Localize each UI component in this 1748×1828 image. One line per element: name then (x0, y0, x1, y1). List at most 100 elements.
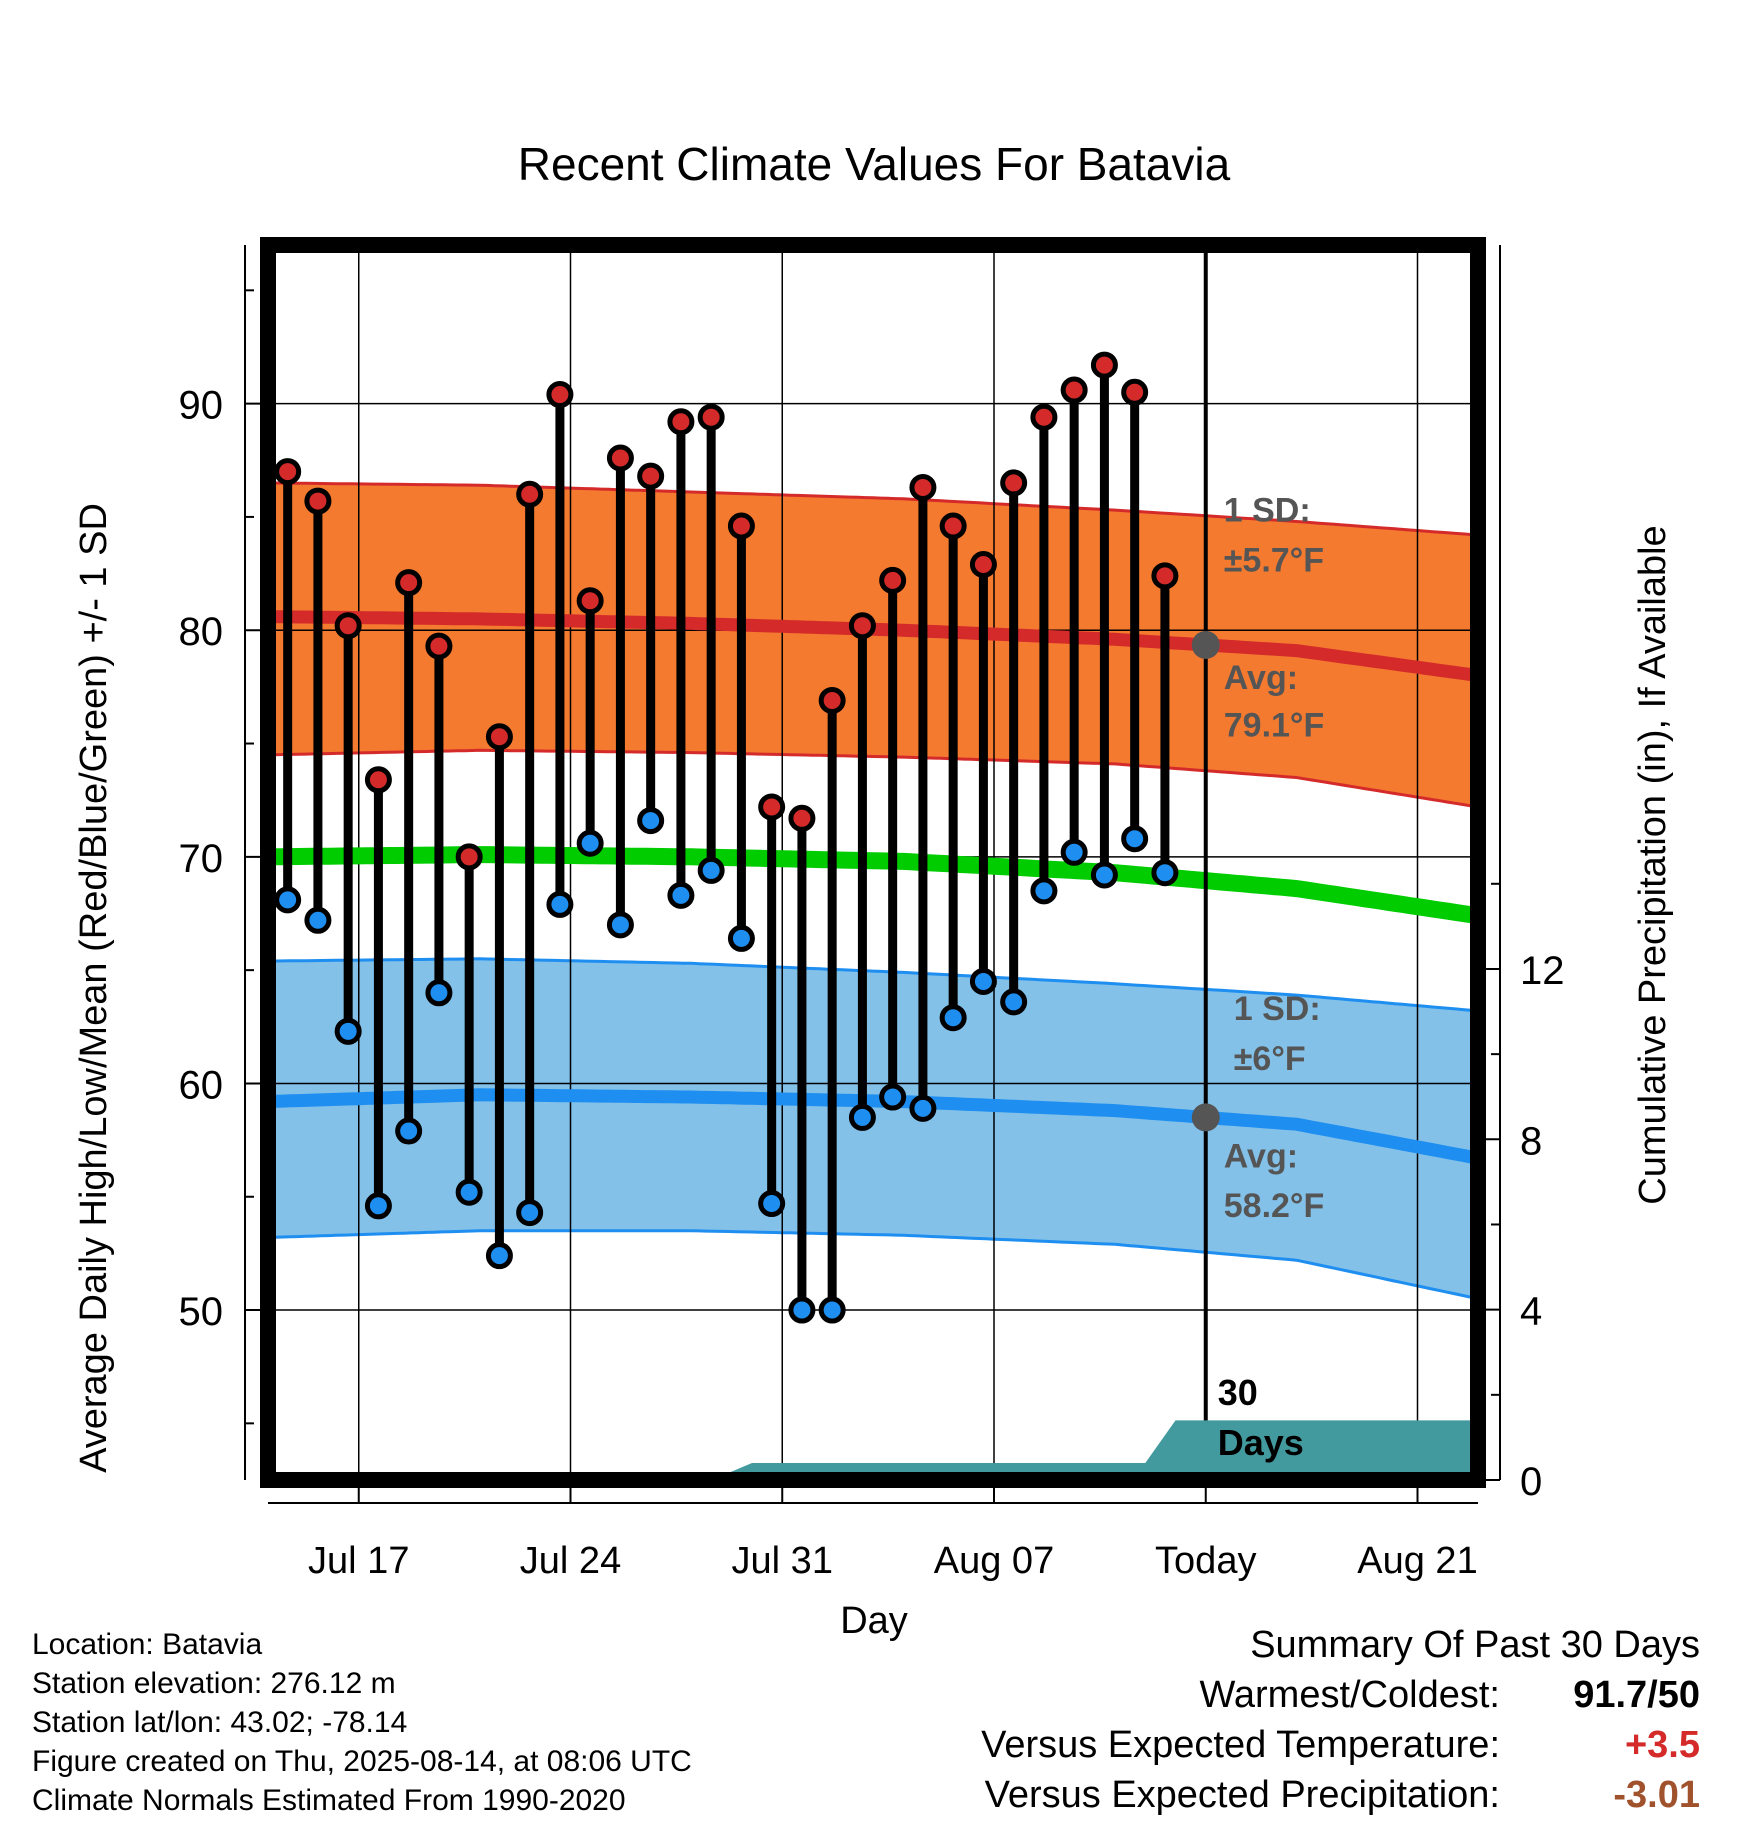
high-temp-point (788, 804, 816, 832)
high-sd-lower-edge (267, 748, 1479, 809)
station-info: Location: Batavia Station elevation: 276… (32, 1625, 692, 1820)
axes: 50 60 70 80 90 0 4 8 12 Jul 17 Jul 24 Jul 31 Aug 07 T… (179, 245, 1565, 1582)
y-tick-label: 60 (179, 1063, 224, 1107)
high-sd-value: ±5.7°F (1224, 541, 1324, 579)
high-temp-point (1090, 351, 1118, 379)
x-tick-label: Jul 17 (308, 1540, 409, 1582)
normals-text: Climate Normals Estimated From 1990-2020 (32, 1784, 626, 1817)
high-temp-point (455, 843, 483, 871)
x-tick-label: Aug 21 (1357, 1540, 1477, 1582)
x-tick-label: Today (1155, 1540, 1256, 1582)
y2-tick-label: 12 (1520, 949, 1565, 993)
low-temp-point (334, 1017, 362, 1045)
x-axis-label: Day (840, 1600, 908, 1642)
low-temp-point (516, 1199, 544, 1227)
high-temp-point (485, 723, 513, 751)
high-temp-point (727, 512, 755, 540)
high-temp-point (364, 766, 392, 794)
low-temp-point (304, 906, 332, 934)
high-temp-point (1151, 562, 1179, 590)
high-temp-point (1121, 378, 1149, 406)
y2-axis-label: Cumulative Precipitation (in), If Availa… (1632, 525, 1674, 1204)
temp-label: Versus Expected Temperature: (981, 1724, 1500, 1766)
latlon-text: Station lat/lon: 43.02; -78.14 (32, 1706, 408, 1739)
high-avg-label: Avg: (1224, 659, 1298, 697)
location-text: Location: Batavia (32, 1628, 263, 1661)
high-temp-point (697, 403, 725, 431)
x-tick-label: Jul 31 (732, 1540, 833, 1582)
y-tick-label: 80 (179, 610, 224, 654)
low-temp-point (697, 856, 725, 884)
y2-tick-label: 8 (1520, 1119, 1542, 1163)
low-avg-label: Avg: (1224, 1137, 1298, 1175)
chart-title: Recent Climate Values For Batavia (518, 138, 1231, 190)
low-temp-point (848, 1103, 876, 1131)
precip-label: Versus Expected Precipitation: (984, 1774, 1500, 1816)
high-temp-point (909, 473, 937, 501)
low-temp-point (637, 807, 665, 835)
today-low-marker (1191, 1103, 1220, 1132)
high-temp-point (334, 612, 362, 640)
low-temp-point (364, 1192, 392, 1220)
high-sd-upper-edge (267, 481, 1479, 537)
high-temp-point (304, 487, 332, 515)
annotations: 1 SD: ±5.7°F Avg: 79.1°F 1 SD: ±6°F Avg: 58.2°F… (1191, 491, 1325, 1463)
y2-tick-label: 4 (1520, 1290, 1542, 1334)
high-temp-point (637, 462, 665, 490)
normal-mean-line (268, 846, 1480, 925)
low-temp-point (546, 890, 574, 918)
high-temp-point (848, 612, 876, 640)
low-temp-point (879, 1083, 907, 1111)
summary-title: Summary Of Past 30 Days (1250, 1624, 1700, 1666)
y-tick-label: 70 (179, 837, 224, 881)
daily-observations (274, 351, 1179, 1324)
high-temp-point (576, 587, 604, 615)
low-temp-point (606, 911, 634, 939)
low-temp-point (667, 881, 695, 909)
x-tick-label: Aug 07 (934, 1540, 1054, 1582)
low-temp-point (1090, 861, 1118, 889)
high-temp-point (939, 512, 967, 540)
high-temp-point (969, 551, 997, 579)
low-temp-point (274, 886, 302, 914)
low-temp-point (818, 1296, 846, 1324)
high-temp-point (546, 381, 574, 409)
low-sd-value: ±6°F (1234, 1040, 1306, 1078)
normal-lines (267, 245, 1480, 1480)
low-temp-point (576, 829, 604, 857)
precipitation-fill (268, 1420, 1478, 1480)
y-tick-label: 90 (179, 384, 224, 428)
low-temp-point (788, 1296, 816, 1324)
precip-value: -3.01 (1613, 1774, 1700, 1816)
low-temp-point (395, 1117, 423, 1145)
y-tick-label: 50 (179, 1290, 224, 1334)
warmest-value: 91.7/50 (1573, 1674, 1700, 1716)
plot-frame (260, 237, 1486, 1488)
low-temp-point (455, 1178, 483, 1206)
today-high-marker (1191, 630, 1220, 659)
x-tick-label: Jul 24 (520, 1540, 621, 1582)
summary-panel: Summary Of Past 30 Days Warmest/Coldest:… (981, 1620, 1700, 1820)
days-label-line2: Days (1218, 1422, 1304, 1463)
high-temp-point (758, 793, 786, 821)
y-axis-label: Average Daily High/Low/Mean (Red/Blue/Gr… (73, 503, 115, 1473)
elevation-text: Station elevation: 276.12 m (32, 1667, 396, 1700)
high-temp-point (606, 444, 634, 472)
high-temp-point (879, 566, 907, 594)
high-temp-point (667, 408, 695, 436)
low-temp-point (1000, 988, 1028, 1016)
low-temp-point (1121, 825, 1149, 853)
low-temp-point (1030, 877, 1058, 905)
low-avg-value: 58.2°F (1224, 1187, 1325, 1225)
low-temp-point (939, 1004, 967, 1032)
high-sd-label: 1 SD: (1224, 491, 1311, 529)
created-text: Figure created on Thu, 2025-08-14, at 08… (32, 1745, 692, 1778)
y2-tick-label: 0 (1520, 1460, 1542, 1504)
temp-value: +3.5 (1624, 1724, 1700, 1766)
low-temp-point (425, 979, 453, 1007)
precipitation-area (268, 1420, 1478, 1480)
low-temp-point (758, 1190, 786, 1218)
low-temp-point (969, 967, 997, 995)
high-temp-point (274, 458, 302, 486)
high-temp-point (818, 686, 846, 714)
